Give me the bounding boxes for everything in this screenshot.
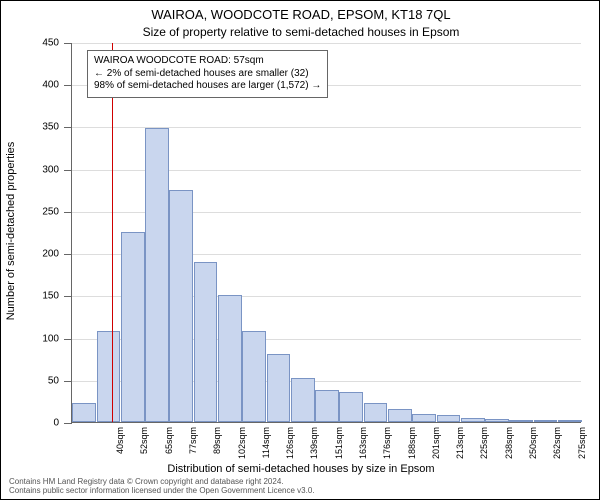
x-tick-label: 114sqm xyxy=(261,427,271,461)
footer-line2: Contains public sector information licen… xyxy=(9,486,315,495)
annotation-line1: WAIROA WOODCOTE ROAD: 57sqm xyxy=(94,55,321,68)
footer-line1: Contains HM Land Registry data © Crown c… xyxy=(9,477,315,486)
histogram-bar xyxy=(97,331,121,422)
y-tick-label: 350 xyxy=(25,122,59,133)
histogram-bar xyxy=(388,409,412,422)
histogram-bar xyxy=(485,419,509,422)
histogram-bar xyxy=(412,414,436,422)
reference-line xyxy=(112,43,113,422)
x-tick-label: 65sqm xyxy=(164,427,174,461)
x-tick-label: 262sqm xyxy=(552,427,562,461)
y-axis-label: Number of semi-detached properties xyxy=(5,142,17,321)
histogram-bar xyxy=(364,403,388,422)
histogram-bar xyxy=(437,415,461,422)
histogram-bar xyxy=(194,262,218,422)
histogram-bar xyxy=(267,354,291,422)
y-tick-label: 50 xyxy=(25,375,59,386)
x-tick-label: 163sqm xyxy=(358,427,368,461)
histogram-bar xyxy=(72,403,96,422)
x-tick-label: 126sqm xyxy=(285,427,295,461)
histogram-bar xyxy=(461,418,485,422)
x-tick-label: 225sqm xyxy=(479,427,489,461)
y-tick-label: 400 xyxy=(25,80,59,91)
histogram-bar xyxy=(534,420,558,422)
histogram-bar xyxy=(315,390,339,422)
y-tick-label: 300 xyxy=(25,164,59,175)
x-tick-label: 275sqm xyxy=(577,427,587,461)
histogram-bar xyxy=(169,190,193,422)
x-tick-label: 102sqm xyxy=(237,427,247,461)
chart-subtitle: Size of property relative to semi-detach… xyxy=(1,25,600,39)
annotation-line2: ← 2% of semi-detached houses are smaller… xyxy=(94,68,321,81)
y-tick-label: 200 xyxy=(25,249,59,260)
plot-area xyxy=(71,43,581,423)
x-tick-label: 40sqm xyxy=(115,427,125,461)
chart-title: WAIROA, WOODCOTE ROAD, EPSOM, KT18 7QL xyxy=(1,7,600,22)
y-tick-label: 250 xyxy=(25,206,59,217)
histogram-bar xyxy=(145,128,169,422)
histogram-bar xyxy=(218,295,242,422)
annotation-line3: 98% of semi-detached houses are larger (… xyxy=(94,80,321,93)
y-tick-label: 0 xyxy=(25,418,59,429)
histogram-bar xyxy=(291,378,315,422)
x-tick-label: 250sqm xyxy=(528,427,538,461)
y-tick-label: 150 xyxy=(25,291,59,302)
histogram-bar xyxy=(339,392,363,422)
y-tick-label: 450 xyxy=(25,38,59,49)
x-tick-label: 151sqm xyxy=(334,427,344,461)
x-tick-label: 176sqm xyxy=(382,427,392,461)
x-tick-label: 139sqm xyxy=(309,427,319,461)
x-tick-label: 213sqm xyxy=(455,427,465,461)
histogram-bar xyxy=(242,331,266,422)
annotation-box: WAIROA WOODCOTE ROAD: 57sqm ← 2% of semi… xyxy=(87,50,328,98)
x-tick-label: 52sqm xyxy=(139,427,149,461)
x-axis-label: Distribution of semi-detached houses by … xyxy=(1,463,600,475)
x-tick-label: 238sqm xyxy=(504,427,514,461)
x-tick-label: 77sqm xyxy=(188,427,198,461)
chart-container: WAIROA, WOODCOTE ROAD, EPSOM, KT18 7QL S… xyxy=(0,0,600,500)
y-tick-label: 100 xyxy=(25,333,59,344)
footer-text: Contains HM Land Registry data © Crown c… xyxy=(9,477,315,495)
x-tick-label: 188sqm xyxy=(407,427,417,461)
x-tick-label: 89sqm xyxy=(212,427,222,461)
histogram-bar xyxy=(121,232,145,422)
x-tick-label: 201sqm xyxy=(431,427,441,461)
histogram-bar xyxy=(558,420,582,422)
histogram-bar xyxy=(509,420,533,422)
